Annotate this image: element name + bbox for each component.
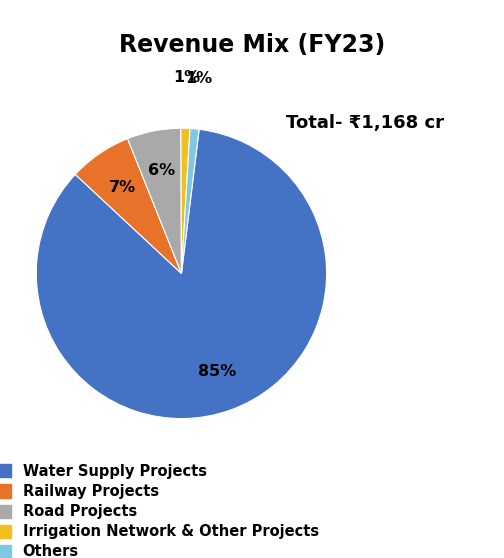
Text: 6%: 6% [148, 163, 175, 179]
Wedge shape [181, 128, 190, 273]
Wedge shape [75, 138, 181, 273]
Text: 1%: 1% [173, 70, 201, 85]
Wedge shape [36, 129, 327, 418]
Text: Total- ₹1,168 cr: Total- ₹1,168 cr [286, 114, 444, 132]
Text: Revenue Mix (FY23): Revenue Mix (FY23) [119, 33, 385, 57]
Legend: Water Supply Projects, Railway Projects, Road Projects, Irrigation Network & Oth: Water Supply Projects, Railway Projects,… [0, 460, 323, 558]
Text: 7%: 7% [109, 180, 136, 195]
Text: 1%: 1% [185, 71, 213, 86]
Wedge shape [181, 128, 199, 273]
Text: 85%: 85% [198, 364, 236, 379]
Wedge shape [128, 128, 181, 273]
